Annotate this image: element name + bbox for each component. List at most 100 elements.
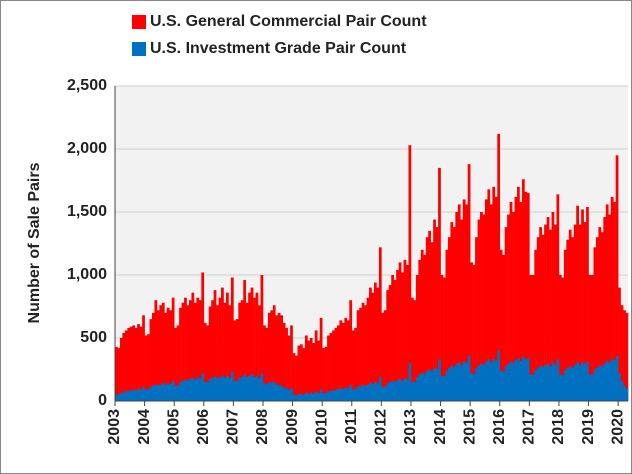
bar bbox=[588, 374, 592, 401]
bar bbox=[154, 300, 158, 401]
bar bbox=[164, 384, 168, 401]
bar bbox=[558, 275, 562, 401]
bar bbox=[551, 362, 555, 401]
bar bbox=[270, 310, 274, 401]
bar bbox=[196, 297, 200, 401]
bar bbox=[465, 204, 468, 401]
bar bbox=[314, 392, 318, 401]
bar bbox=[174, 327, 177, 401]
bar bbox=[462, 361, 466, 401]
bar bbox=[388, 285, 392, 401]
bar bbox=[344, 317, 348, 401]
bar bbox=[260, 373, 264, 401]
bar bbox=[600, 366, 604, 401]
bar bbox=[484, 199, 488, 401]
bar bbox=[507, 363, 510, 401]
x-tick-label: 2014 bbox=[432, 409, 449, 445]
bar bbox=[176, 385, 180, 401]
bar bbox=[517, 358, 520, 401]
bar bbox=[149, 319, 153, 401]
bar bbox=[512, 363, 515, 401]
bar bbox=[383, 386, 387, 401]
bar bbox=[549, 229, 552, 401]
bar bbox=[201, 373, 205, 401]
bar bbox=[428, 230, 431, 401]
bar bbox=[556, 359, 560, 401]
bar bbox=[127, 327, 131, 401]
bar bbox=[312, 393, 316, 401]
bar bbox=[206, 325, 210, 401]
bar bbox=[396, 269, 399, 401]
bar bbox=[568, 366, 572, 401]
bar bbox=[132, 325, 136, 401]
bar bbox=[324, 392, 328, 401]
bar bbox=[534, 249, 538, 401]
bar bbox=[507, 214, 510, 401]
bar bbox=[280, 315, 284, 401]
bar bbox=[526, 358, 530, 401]
bar bbox=[115, 394, 118, 401]
bar bbox=[122, 392, 126, 401]
x-tick-label: 2019 bbox=[580, 409, 597, 445]
bar bbox=[541, 234, 545, 401]
bar bbox=[571, 367, 575, 401]
bar bbox=[339, 320, 343, 401]
bar bbox=[216, 305, 219, 401]
legend-swatch bbox=[132, 15, 146, 29]
bar bbox=[124, 391, 128, 401]
bar bbox=[401, 272, 404, 401]
bar bbox=[452, 227, 456, 401]
bar bbox=[275, 315, 279, 401]
bar bbox=[447, 368, 451, 401]
bar bbox=[277, 312, 281, 401]
bar bbox=[408, 363, 412, 401]
bar bbox=[440, 375, 444, 401]
bar bbox=[465, 362, 468, 401]
bar bbox=[586, 361, 589, 401]
y-tick-label: 1,000 bbox=[67, 266, 107, 283]
bar bbox=[250, 374, 254, 401]
bar bbox=[299, 344, 303, 401]
bar bbox=[346, 320, 350, 401]
bar bbox=[228, 305, 232, 401]
bar bbox=[610, 359, 614, 401]
bar bbox=[336, 389, 340, 401]
bar bbox=[304, 392, 308, 401]
bar bbox=[591, 374, 594, 401]
bar bbox=[470, 262, 473, 401]
bar bbox=[181, 302, 185, 401]
bar bbox=[307, 340, 311, 401]
bar bbox=[267, 312, 271, 401]
bar bbox=[489, 362, 493, 401]
bar bbox=[156, 310, 160, 401]
bar bbox=[509, 361, 513, 401]
bar bbox=[235, 380, 239, 401]
bar bbox=[221, 287, 224, 401]
bar bbox=[512, 212, 515, 401]
bar bbox=[275, 384, 279, 401]
bar bbox=[208, 306, 212, 401]
bar bbox=[605, 360, 609, 401]
bar bbox=[297, 394, 301, 401]
bar bbox=[492, 358, 496, 401]
x-tick-label: 2008 bbox=[254, 409, 271, 445]
bar bbox=[265, 327, 269, 401]
bar bbox=[188, 300, 192, 401]
bar bbox=[623, 385, 626, 401]
bar bbox=[578, 224, 582, 401]
bar bbox=[487, 189, 491, 401]
bar bbox=[443, 376, 446, 401]
bar bbox=[334, 327, 338, 401]
bar bbox=[445, 249, 449, 401]
bar bbox=[423, 254, 427, 401]
y-axis-label: Number of Sale Pairs bbox=[26, 162, 43, 323]
bar bbox=[536, 367, 540, 401]
bar bbox=[430, 242, 434, 401]
bar bbox=[164, 312, 168, 401]
bar bbox=[583, 364, 587, 401]
bar bbox=[618, 373, 621, 401]
bar bbox=[591, 275, 594, 401]
x-tick-label: 2003 bbox=[106, 409, 123, 445]
bar bbox=[218, 377, 222, 401]
legend-swatch bbox=[132, 42, 146, 56]
